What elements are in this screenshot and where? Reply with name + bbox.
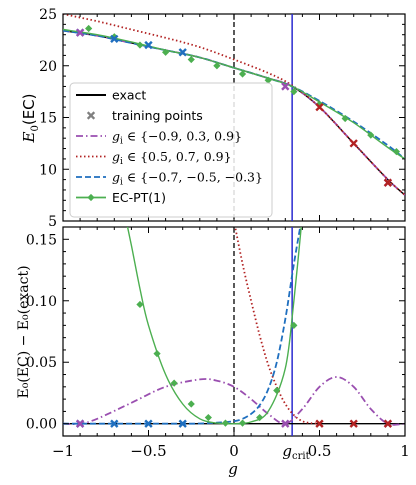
- legend: exact training points gi ∈ {−0.9, 0.3, 0.9…: [69, 82, 273, 218]
- top-series-line-4: [63, 28, 405, 160]
- bottom-training-point-red: [383, 419, 393, 428]
- legend-label: gi ∈ {−0.7, −0.5, −0.3}: [112, 170, 263, 188]
- legend-entry: gi ∈ {−0.9, 0.3, 0.9}: [76, 129, 242, 147]
- top-ecpt-point: [213, 62, 221, 70]
- bottom-training-point-purple: [75, 419, 85, 428]
- top-ecpt-point: [85, 24, 93, 33]
- bottom-ecpt-point: [238, 419, 247, 427]
- top-training-point-blue: [178, 48, 187, 57]
- top-ecpt-point: [162, 48, 170, 56]
- bottom-ecpt-point: [256, 413, 264, 422]
- bottom-y-tick-label: 0.15: [26, 232, 57, 248]
- x-tick-label: 0: [229, 442, 239, 460]
- bottom-ecpt-point: [273, 386, 281, 395]
- bottom-series-line-3: [126, 227, 302, 425]
- top-ecpt-point: [290, 88, 298, 96]
- gcrit-label: gcrit: [282, 442, 309, 462]
- top-training-point-purple: [75, 28, 85, 37]
- bottom-ecpt-point: [153, 350, 161, 358]
- top-ecpt-point: [367, 131, 375, 139]
- axis-ticks: 5 10 15 20 25 0.00 0.05 0.10 0.15 −1 −0.5 0 0.5 1: [26, 7, 410, 460]
- bottom-y-tick-label: 0.10: [26, 294, 57, 310]
- legend-box: [69, 82, 273, 218]
- legend-label: exact: [112, 88, 146, 103]
- top-ylabel: E0(EC): [20, 94, 41, 144]
- bottom-ylabel: E₀(EC) − E₀(exact): [16, 265, 32, 398]
- top-training-point-red: [383, 178, 393, 187]
- legend-label: training points: [112, 108, 203, 123]
- bottom-training-point-purple: [281, 419, 290, 428]
- top-ecpt-point: [341, 114, 349, 123]
- bottom-training-point-red: [315, 419, 324, 428]
- top-series-layer: [63, 14, 405, 221]
- top-training-point-red: [349, 139, 358, 148]
- bottom-training-point-red: [349, 419, 358, 428]
- legend-entry: gi ∈ {−0.7, −0.5, −0.3}: [76, 170, 263, 188]
- top-ecpt-point: [187, 55, 195, 64]
- top-series-line-2: [63, 14, 405, 196]
- top-y-tick-label: 25: [39, 7, 57, 23]
- legend-label: gi ∈ {−0.9, 0.3, 0.9}: [112, 129, 242, 147]
- bottom-ecpt-point: [204, 413, 212, 422]
- x-tick-label: −0.5: [130, 442, 166, 460]
- x-axis-label: g: [228, 460, 238, 478]
- top-ecpt-point: [392, 148, 401, 156]
- legend-entry: EC-PT(1): [76, 190, 166, 205]
- legend-entry: gi ∈ {0.5, 0.7, 0.9}: [76, 149, 232, 167]
- legend-label: EC-PT(1): [112, 190, 166, 205]
- x-tick-label: 1: [400, 442, 410, 460]
- bottom-ecpt-point: [290, 321, 298, 329]
- top-training-point-blue: [144, 40, 153, 50]
- bottom-series-line-0: [63, 376, 405, 426]
- top-y-tick-label: 10: [39, 162, 57, 178]
- bottom-training-point-blue: [178, 419, 187, 428]
- bottom-y-tick-label: 0.00: [26, 417, 57, 433]
- top-ecpt-point: [264, 76, 272, 84]
- legend-label: gi ∈ {0.5, 0.7, 0.9}: [112, 149, 232, 167]
- top-ecpt-point: [136, 41, 144, 49]
- bottom-training-point-blue: [110, 419, 119, 428]
- top-training-point-purple: [281, 82, 290, 91]
- legend-marker-x: [86, 111, 96, 120]
- legend-entry: training points: [86, 108, 203, 123]
- top-y-tick-label: 5: [48, 214, 57, 230]
- bottom-ecpt-point: [136, 300, 144, 309]
- bottom-ecpt-point: [170, 379, 178, 387]
- bottom-y-tick-label: 0.05: [26, 355, 57, 371]
- legend-diamond: [87, 193, 95, 202]
- legend-entry: exact: [76, 88, 146, 103]
- top-training-point-red: [315, 103, 324, 112]
- x-tick-label: 0.5: [308, 442, 332, 460]
- bottom-series-layer: [63, 227, 405, 436]
- top-y-tick-label: 20: [39, 59, 57, 75]
- top-ecpt-point: [238, 70, 247, 78]
- top-training-point-blue: [110, 34, 119, 43]
- bottom-ecpt-point: [221, 419, 230, 427]
- bottom-ecpt-point: [187, 400, 195, 408]
- top-y-tick-label: 15: [39, 111, 57, 127]
- bottom-series-line-2: [63, 227, 302, 425]
- bottom-training-point-blue: [144, 419, 153, 428]
- x-tick-label: −1: [52, 442, 74, 460]
